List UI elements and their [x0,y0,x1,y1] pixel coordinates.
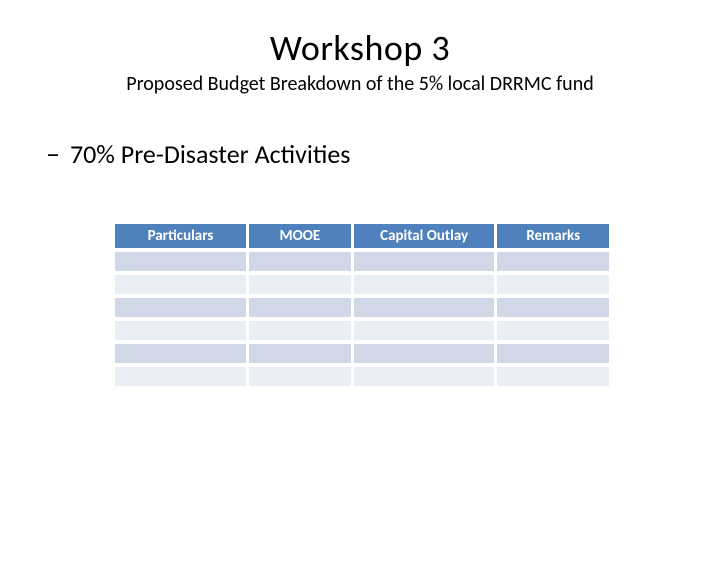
page-title: Workshop 3 [0,26,720,70]
table-cell [115,252,246,271]
table-cell [115,367,246,386]
table-row [115,252,609,271]
table-cell [354,275,495,294]
table-header-cell: MOOE [249,224,351,248]
table-cell [115,275,246,294]
table-cell [354,344,495,363]
table-cell [497,344,609,363]
table-cell [497,252,609,271]
table-cell [115,298,246,317]
table-cell [497,367,609,386]
table-header-cell: Remarks [497,224,609,248]
table-cell [354,252,495,271]
table-cell [249,298,351,317]
table-cell [497,321,609,340]
table-cell [249,252,351,271]
table-cell [115,344,246,363]
budget-table-container: ParticularsMOOECapital OutlayRemarks [112,220,612,390]
bullet-dash: – [46,140,60,168]
table-cell [354,367,495,386]
bullet-item: – 70% Pre-Disaster Activities [46,138,720,170]
table-cell [249,275,351,294]
table-row [115,321,609,340]
budget-table: ParticularsMOOECapital OutlayRemarks [112,220,612,390]
table-cell [249,344,351,363]
table-cell [249,367,351,386]
page-subtitle: Proposed Budget Breakdown of the 5% loca… [0,72,720,96]
table-cell [115,321,246,340]
table-cell [497,298,609,317]
table-header-cell: Capital Outlay [354,224,495,248]
table-row [115,367,609,386]
table-cell [354,298,495,317]
bullet-text: 70% Pre-Disaster Activities [70,138,350,170]
table-header-cell: Particulars [115,224,246,248]
table-row [115,275,609,294]
table-row [115,298,609,317]
table-header-row: ParticularsMOOECapital OutlayRemarks [115,224,609,248]
table-cell [497,275,609,294]
table-body [115,252,609,386]
table-row [115,344,609,363]
table-cell [249,321,351,340]
table-cell [354,321,495,340]
